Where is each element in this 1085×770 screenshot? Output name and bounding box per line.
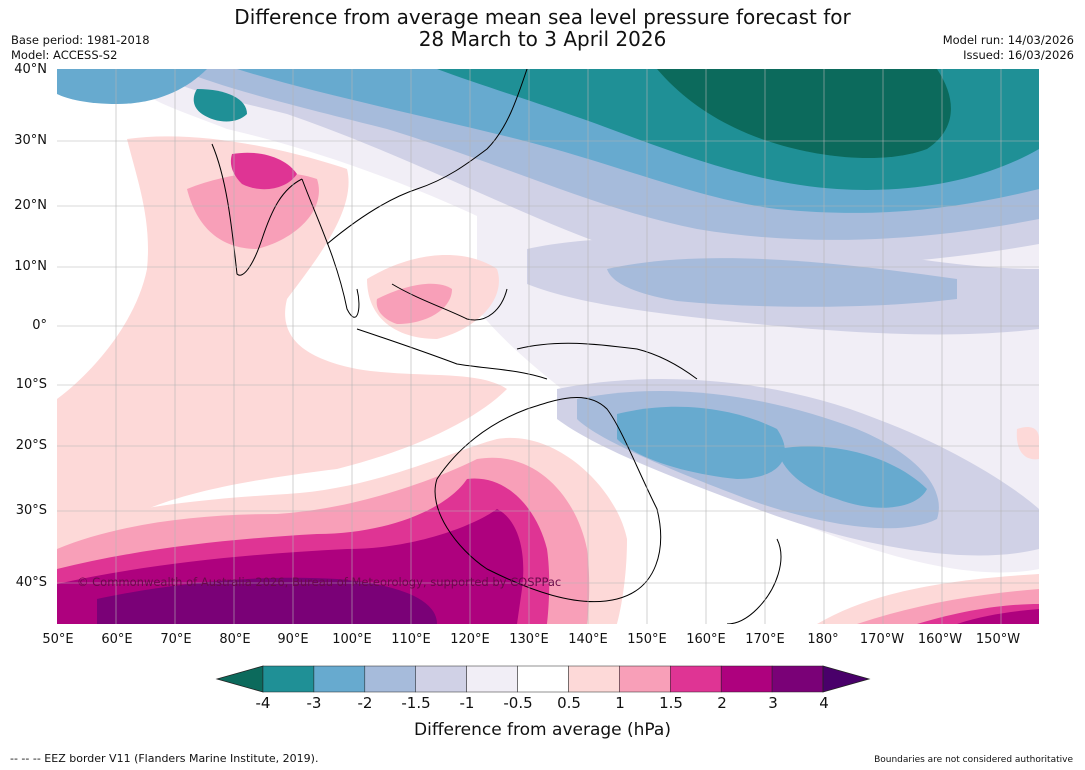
- colorbar-tick: -2: [357, 694, 373, 712]
- colorbar-swatch: [771, 665, 824, 693]
- lon-label-90e: 90°E: [277, 632, 309, 647]
- colorbar-label: Difference from average (hPa): [414, 720, 671, 740]
- colorbar-tick: 4: [819, 694, 829, 712]
- map-title: Difference from average mean sea level p…: [234, 5, 851, 29]
- colorbar-tick: 1: [615, 694, 625, 712]
- map-title-dates: 28 March to 3 April 2026: [418, 27, 667, 51]
- anomaly-region-pos1-borneo: [376, 283, 452, 324]
- eez-border-note: -- -- -- EEZ border V11 (Flanders Marine…: [10, 752, 319, 765]
- boundary-disclaimer: Boundaries are not considered authoritat…: [874, 755, 1073, 765]
- model-run: Model run: 14/03/2026: [942, 33, 1074, 47]
- lat-label-40n: 40°N: [14, 62, 47, 77]
- colorbar-swatch: [313, 665, 366, 693]
- lon-label-50e: 50°E: [42, 632, 74, 647]
- lon-label-130e: 130°E: [509, 632, 549, 647]
- lon-label-80e: 80°E: [219, 632, 251, 647]
- anomaly-region-neg15-tropics: [607, 258, 957, 307]
- colorbar-swatch: [262, 665, 315, 693]
- colorbar-tick: -4: [255, 694, 271, 712]
- lat-label-30n: 30°N: [14, 133, 47, 148]
- lon-label-180: 180°: [807, 632, 839, 647]
- colorbar-tick: -1: [459, 694, 475, 712]
- lat-label-40s: 40°S: [15, 575, 47, 590]
- colorbar-swatch: [670, 665, 722, 693]
- anomaly-region-pos05-tonga: [1016, 427, 1039, 460]
- base-period: Base period: 1981-2018: [11, 33, 150, 47]
- anomaly-region-pos15-bengal: [230, 152, 297, 190]
- colorbar-arrow-max: [822, 665, 871, 693]
- lon-label-110e: 110°E: [391, 632, 431, 647]
- lon-label-150w: 150°W: [975, 632, 1021, 647]
- colorbar-swatch: [364, 665, 416, 693]
- anomaly-region-pos2-tasman: [957, 609, 1039, 624]
- anomaly-region-neg2-coral-sea: [617, 406, 785, 479]
- lon-label-170w: 170°W: [859, 632, 905, 647]
- anomaly-region-pos05-indian-ocean: [57, 136, 507, 539]
- graticule: [57, 69, 1039, 624]
- lon-label-100e: 100°E: [332, 632, 372, 647]
- colorbar-swatch: [466, 665, 518, 693]
- colorbar-tick: 3: [768, 694, 778, 712]
- colorbar-tick: -1.5: [401, 694, 431, 712]
- colorbar-swatch: [720, 665, 773, 693]
- lat-label-30s: 30°S: [15, 503, 47, 518]
- colorbar-tick: 1.5: [659, 694, 683, 712]
- colorbar-swatch: [415, 665, 467, 693]
- pressure-anomaly-map[interactable]: [57, 69, 1039, 624]
- lon-label-140e: 140°E: [568, 632, 608, 647]
- lon-label-160e: 160°E: [686, 632, 726, 647]
- colorbar-tick: -0.5: [503, 694, 533, 712]
- issued-date: Issued: 16/03/2026: [963, 48, 1074, 62]
- colorbar-tick: -3: [306, 694, 322, 712]
- lon-label-60e: 60°E: [101, 632, 133, 647]
- model-name: Model: ACCESS-S2: [11, 48, 118, 62]
- lat-label-10n: 10°N: [14, 259, 47, 274]
- lat-label-equator: 0°: [32, 318, 47, 333]
- colorbar-swatch: [517, 665, 569, 693]
- lat-label-10s: 10°S: [15, 377, 47, 392]
- anomaly-region-neg2-himalaya: [57, 69, 207, 104]
- anomaly-region-neg4-north-pacific: [657, 69, 951, 159]
- colorbar-tick: 0.5: [557, 694, 581, 712]
- colorbar-swatch: [619, 665, 671, 693]
- colorbar-swatch: [568, 665, 620, 693]
- anomaly-region-neg2-fiji: [777, 446, 927, 508]
- anomaly-region-neg3-tibet: [193, 89, 247, 122]
- lat-label-20s: 20°S: [15, 438, 47, 453]
- lon-label-160w: 160°W: [917, 632, 963, 647]
- lon-label-170e: 170°E: [745, 632, 785, 647]
- lat-label-20n: 20°N: [14, 198, 47, 213]
- colorbar-tick: 2: [717, 694, 727, 712]
- coastlines: [211, 69, 782, 624]
- colorbar: [215, 665, 871, 693]
- copyright-notice: © Commonwealth of Australia 2026, Bureau…: [77, 575, 562, 589]
- colorbar-arrow-min: [215, 665, 264, 693]
- lon-label-150e: 150°E: [627, 632, 667, 647]
- lon-label-120e: 120°E: [450, 632, 490, 647]
- lon-label-70e: 70°E: [160, 632, 192, 647]
